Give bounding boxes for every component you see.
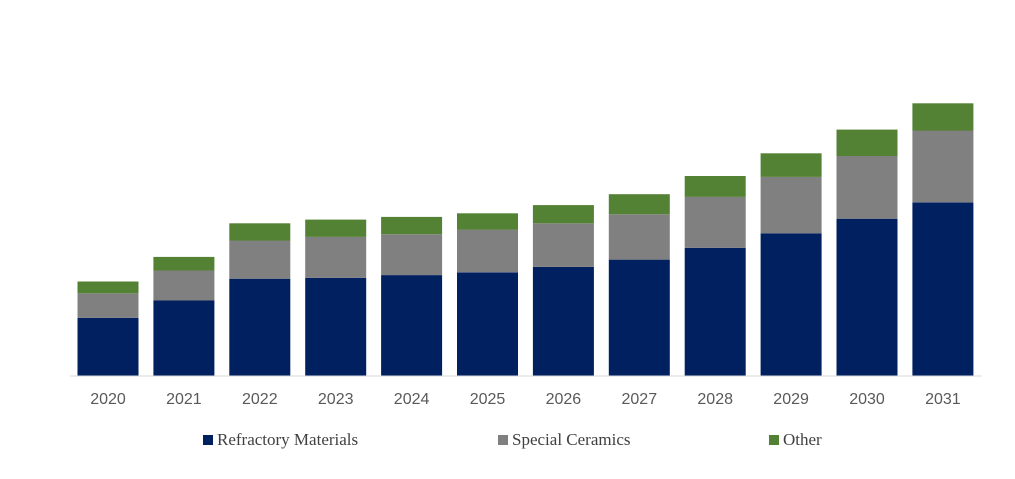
legend: Refractory Materials Special Ceramics Ot… [0,430,1015,454]
bar-special-ceramics-2030 [836,156,898,219]
bar-other-2022 [229,223,291,241]
x-tick-label-2028: 2028 [697,391,733,408]
bar-refractory-materials-2020 [77,317,139,376]
bar-refractory-materials-2024 [381,275,443,376]
x-tick-label-2026: 2026 [546,391,582,408]
bar-other-2029 [760,153,822,177]
bar-refractory-materials-2023 [305,277,367,376]
x-tick-label-2020: 2020 [90,391,126,408]
legend-label: Other [783,430,822,449]
legend-item-refractory-materials: Refractory Materials [203,430,358,450]
legend-label: Refractory Materials [217,430,359,449]
bar-refractory-materials-2026 [532,266,594,376]
bar-other-2021 [153,256,215,271]
bar-special-ceramics-2031 [912,130,974,203]
bar-refractory-materials-2030 [836,218,898,376]
bar-refractory-materials-2028 [684,247,746,376]
bar-other-2026 [532,205,594,224]
x-tick-label-2029: 2029 [773,391,809,408]
x-tick-label-2025: 2025 [470,391,506,408]
bar-other-2020 [77,281,139,294]
bar-special-ceramics-2020 [77,293,139,318]
x-tick-labels: 2020 2021 2022 2023 2024 2025 2026 2027 2028 2029… [90,391,961,408]
legend-swatch-other [769,435,779,445]
x-tick-label-2023: 2023 [318,391,354,408]
bar-refractory-materials-2029 [760,233,822,376]
bar-other-2023 [305,219,367,237]
x-tick-label-2021: 2021 [166,391,202,408]
legend-item-other: Other [769,430,822,450]
bar-other-2027 [608,194,670,215]
bar-special-ceramics-2024 [381,234,443,276]
bar-other-2031 [912,103,974,131]
bar-special-ceramics-2022 [229,240,291,279]
bar-special-ceramics-2025 [457,229,518,273]
legend-item-special-ceramics: Special Ceramics [498,430,631,450]
bar-other-2024 [381,216,443,235]
x-tick-label-2022: 2022 [242,391,278,408]
bar-special-ceramics-2029 [760,176,822,234]
bar-special-ceramics-2028 [684,196,746,248]
bar-refractory-materials-2025 [457,272,518,376]
x-tick-label-2027: 2027 [622,391,658,408]
legend-swatch-refractory-materials [203,435,213,445]
bar-special-ceramics-2021 [153,270,215,301]
bar-special-ceramics-2023 [305,236,367,278]
bar-refractory-materials-2021 [153,300,215,376]
bar-refractory-materials-2022 [229,278,291,376]
bar-refractory-materials-2027 [608,259,670,376]
bar-other-2030 [836,129,898,156]
legend-label: Special Ceramics [512,430,631,449]
bar-other-2028 [684,176,746,197]
bar-special-ceramics-2027 [608,214,670,260]
x-tick-label-2030: 2030 [849,391,885,408]
x-tick-label-2031: 2031 [925,391,961,408]
x-tick-label-2024: 2024 [394,391,430,408]
legend-swatch-special-ceramics [498,435,508,445]
bars-group [77,103,974,376]
bar-refractory-materials-2031 [912,202,974,376]
bar-special-ceramics-2026 [532,223,594,267]
bar-other-2025 [457,213,518,230]
